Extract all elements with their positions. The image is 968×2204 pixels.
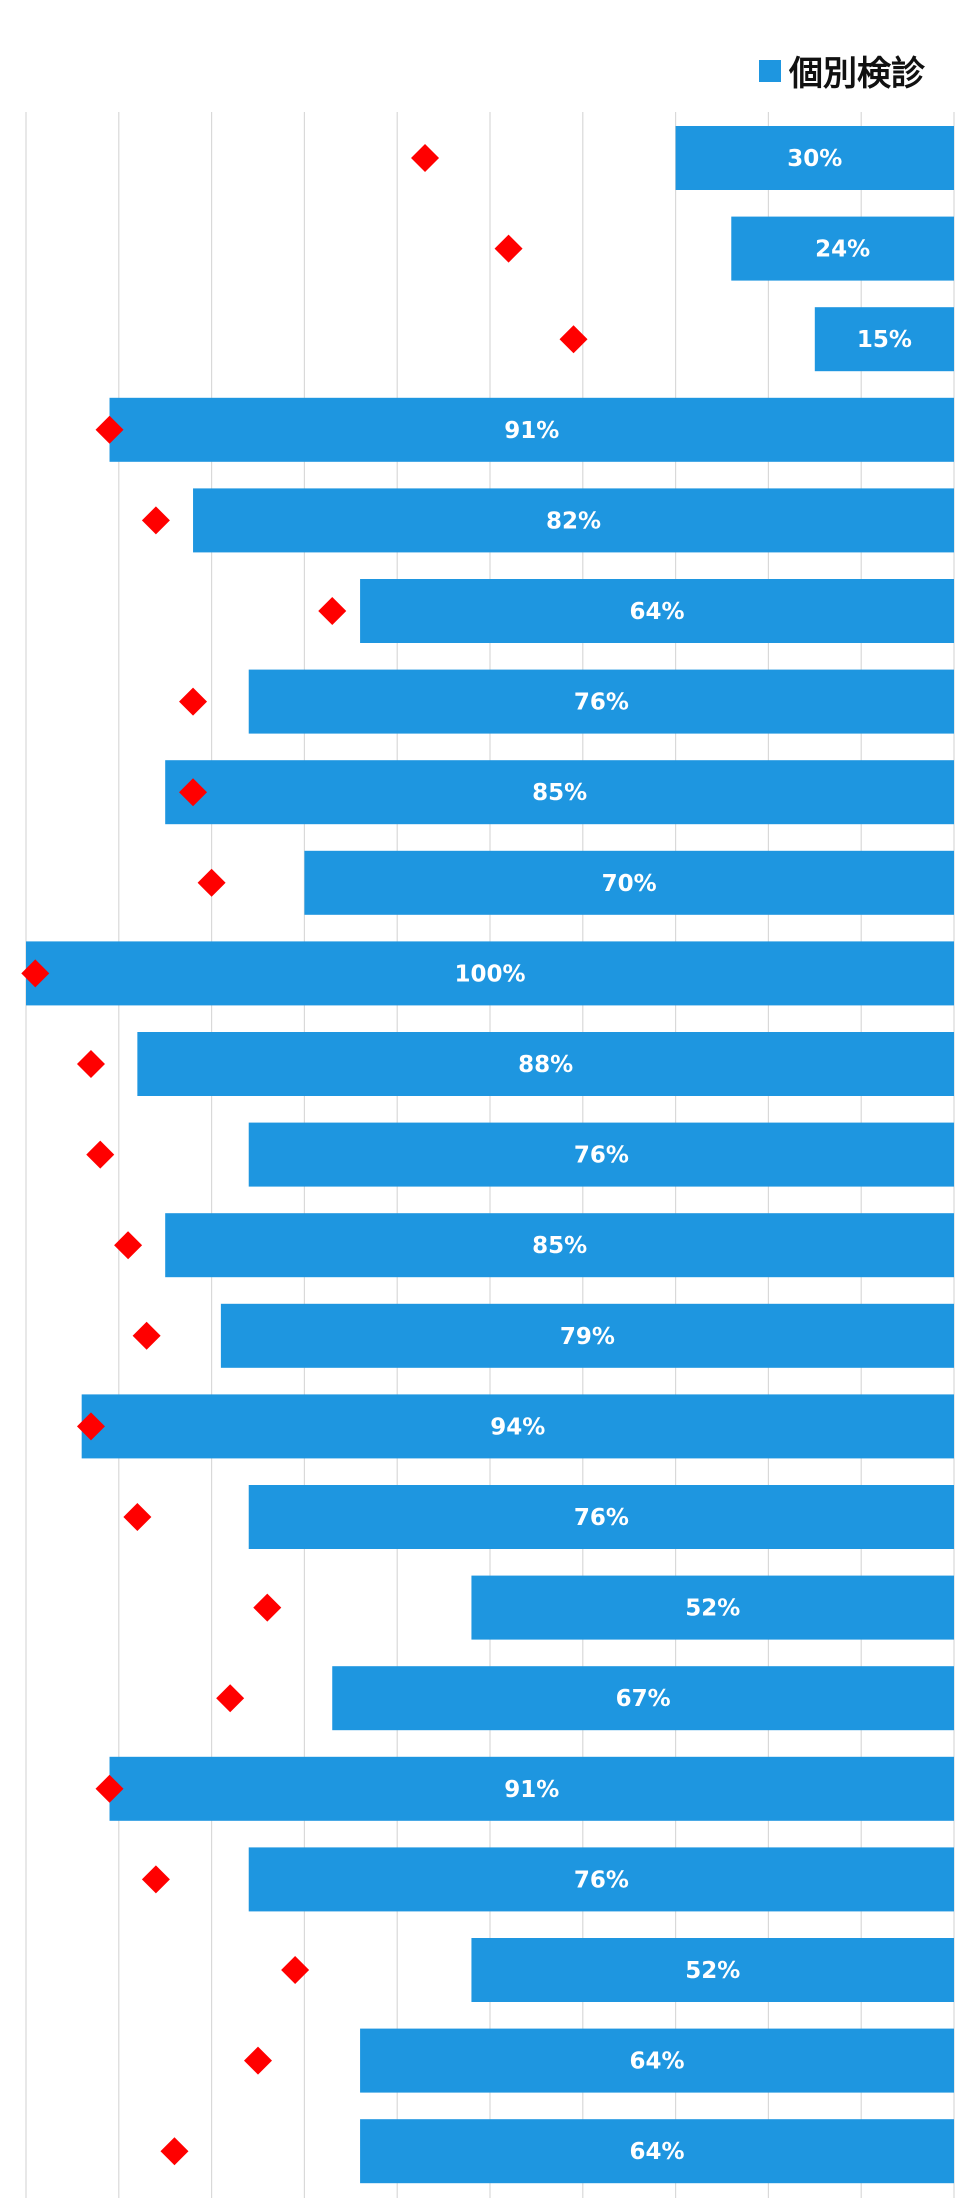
bar-data-label: 64% — [630, 2139, 685, 2165]
bar-data-label: 70% — [602, 871, 657, 897]
bar-data-label: 91% — [504, 1777, 559, 1803]
marker-point — [559, 325, 588, 354]
bar — [248, 1847, 955, 1912]
bar — [26, 941, 954, 1006]
marker-point — [123, 1503, 152, 1531]
bar — [471, 1938, 954, 2002]
marker-point — [132, 1321, 161, 1350]
bar — [360, 579, 955, 643]
bar-data-label: 52% — [685, 1596, 740, 1622]
bar — [814, 307, 954, 372]
bar — [220, 1303, 954, 1368]
marker-point — [244, 2046, 272, 2075]
bar-data-label: 76% — [574, 690, 629, 716]
bar — [360, 2028, 955, 2093]
marker-point — [95, 415, 124, 444]
bar-data-label: 85% — [532, 1233, 587, 1259]
bar — [165, 1213, 954, 1278]
marker-point — [95, 1774, 124, 1803]
bar — [248, 1122, 955, 1187]
bar-data-label: 15% — [857, 327, 912, 353]
bar-data-label: 64% — [630, 2049, 685, 2075]
bar-series: 30% 24% 15% 91% 82% 64% 76% 85% 70% 100% 88% 76% 85%… — [26, 126, 955, 2184]
bar — [304, 850, 954, 915]
marker-point — [411, 144, 440, 172]
bar-data-label: 64% — [630, 599, 685, 625]
bar-data-label: 85% — [532, 780, 587, 806]
bar — [193, 488, 955, 553]
marker-point — [179, 778, 208, 807]
bar — [137, 1032, 955, 1096]
bar-data-label: 52% — [685, 1958, 740, 1984]
bar-data-label: 76% — [574, 1143, 629, 1169]
marker-point — [86, 1140, 115, 1169]
bar-data-label: 88% — [518, 1052, 573, 1078]
bar — [109, 397, 954, 462]
marker-point — [76, 1050, 105, 1078]
bar-data-label: 94% — [490, 1414, 545, 1440]
bar — [165, 760, 954, 825]
bar — [675, 126, 954, 190]
marker-point — [179, 687, 208, 716]
bar-data-label: 30% — [787, 146, 842, 172]
marker-point — [494, 234, 523, 263]
bar — [81, 1394, 955, 1459]
bar-data-label: 79% — [560, 1324, 615, 1350]
marker-point — [281, 1956, 310, 1984]
marker-point — [253, 1593, 282, 1622]
bar — [109, 1756, 954, 1821]
bar — [248, 669, 955, 734]
bar-data-label: 82% — [546, 508, 601, 534]
marker-point — [160, 2137, 189, 2166]
marker-point — [141, 506, 170, 535]
bar-data-label: 100% — [454, 961, 525, 987]
marker-point — [141, 1865, 170, 1894]
bar — [332, 1666, 954, 1731]
bar-data-label: 76% — [574, 1505, 629, 1531]
bar — [248, 1485, 955, 1549]
bar-data-label: 24% — [815, 237, 870, 263]
bar-data-label: 76% — [574, 1867, 629, 1893]
legend: 個別検診 — [759, 46, 925, 95]
legend-swatch — [759, 59, 781, 82]
marker-point — [21, 959, 50, 988]
bar-data-label: 91% — [504, 418, 559, 444]
marker-point — [318, 597, 347, 625]
legend-label: 個別検診 — [789, 54, 925, 94]
bar — [360, 2119, 955, 2184]
bar — [731, 216, 954, 281]
marker-point — [114, 1231, 143, 1260]
bar-data-label: 67% — [616, 1686, 671, 1712]
marker-series — [21, 144, 588, 2166]
marker-point — [216, 1684, 245, 1713]
marker-point — [197, 868, 226, 897]
marker-point — [76, 1412, 105, 1441]
bar — [471, 1575, 954, 1640]
